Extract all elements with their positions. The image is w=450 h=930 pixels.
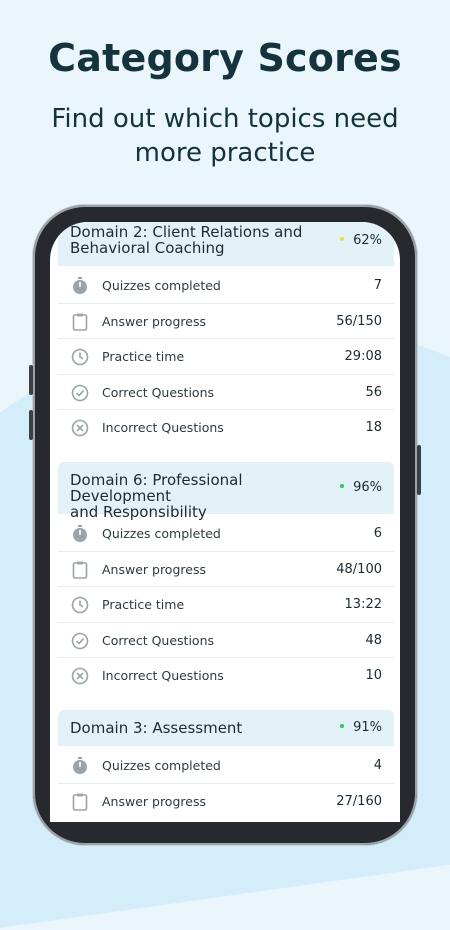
- stat-value: 56/150: [336, 313, 382, 329]
- x-circle-icon: [71, 667, 89, 685]
- phone-power-button: [417, 445, 421, 495]
- stat-row-quizzes: Quizzes completed 4: [58, 748, 394, 784]
- stat-label: Quizzes completed: [102, 526, 221, 541]
- stats-list: Quizzes completed 6 Answer progress 48/1…: [58, 514, 394, 694]
- stats-list: Quizzes completed 7 Answer progress 56/1…: [58, 266, 394, 446]
- stat-value: 27/160: [336, 793, 382, 809]
- phone-side-button: [29, 365, 33, 395]
- domain-title: Domain 2: Client Relations and Behaviora…: [70, 224, 325, 256]
- stat-label: Answer progress: [102, 313, 206, 329]
- stat-row-incorrect: Incorrect Questions 10: [58, 658, 394, 694]
- stat-value: 10: [365, 668, 382, 683]
- domain-title: Domain 6: Professional Development and R…: [70, 472, 325, 520]
- domain-score-value: 91%: [353, 720, 382, 735]
- score-indicator-dot: [340, 723, 345, 728]
- score-indicator-dot: [340, 483, 345, 488]
- stopwatch-icon: [73, 757, 87, 774]
- stat-row-time: Practice time 13:22: [58, 587, 394, 623]
- stat-row-quizzes: Quizzes completed 7: [58, 268, 394, 304]
- domain-header[interactable]: Domain 3: Assessment 91%: [58, 710, 394, 746]
- subline: Find out which topics need more practice: [20, 102, 430, 170]
- domain-header[interactable]: Domain 2: Client Relations and Behaviora…: [58, 222, 394, 266]
- domain-score: 91%: [340, 720, 382, 735]
- stat-value: 4: [373, 758, 382, 773]
- stat-label: Correct Questions: [102, 632, 215, 648]
- stat-row-progress: Answer progress 27/160: [58, 784, 394, 820]
- stat-row-correct: Correct Questions 56: [58, 375, 394, 410]
- domain-card[interactable]: Domain 6: Professional Development and R…: [58, 462, 394, 694]
- stat-label: Answer progress: [102, 793, 206, 809]
- domain-title-line: Domain 2: Client Relations and: [70, 223, 303, 241]
- domain-score-value: 62%: [353, 233, 382, 248]
- stat-row-quizzes: Quizzes completed 6: [58, 516, 394, 552]
- stat-row-progress: Answer progress 48/100: [58, 552, 394, 587]
- domain-header[interactable]: Domain 6: Professional Development and R…: [58, 462, 394, 520]
- stat-value: 48/100: [336, 561, 382, 577]
- app-screen: Domain 2: Client Relations and Behaviora…: [50, 222, 400, 822]
- clipboard-icon: [72, 313, 88, 331]
- domain-score-value: 96%: [353, 480, 382, 495]
- clipboard-icon: [72, 793, 88, 811]
- clock-icon: [71, 596, 89, 614]
- domain-title-line: and Responsibility: [70, 503, 207, 521]
- stat-label: Quizzes completed: [102, 758, 221, 773]
- domain-title-line: Behavioral Coaching: [70, 239, 225, 257]
- headline: Category Scores: [48, 36, 402, 80]
- domain-title-line: Domain 6: Professional Development: [70, 471, 243, 505]
- domain-card[interactable]: Domain 3: Assessment 91% Quizzes complet…: [58, 710, 394, 819]
- stat-label: Practice time: [102, 597, 185, 612]
- clipboard-icon: [72, 561, 88, 579]
- subline-line-2: more practice: [134, 138, 316, 168]
- stopwatch-icon: [73, 277, 87, 294]
- stat-value: 29:08: [344, 349, 382, 364]
- domain-title: Domain 3: Assessment: [70, 720, 325, 736]
- stat-value: 13:22: [344, 597, 382, 612]
- stat-value: 18: [365, 420, 382, 435]
- check-circle-icon: [71, 384, 89, 401]
- stat-label: Quizzes completed: [102, 278, 221, 293]
- stat-label: Incorrect Questions: [102, 420, 224, 435]
- stat-label: Correct Questions: [102, 384, 215, 400]
- stopwatch-icon: [73, 525, 87, 542]
- stat-value: 7: [373, 278, 382, 293]
- stat-row-time: Practice time 29:08: [58, 339, 394, 375]
- check-circle-icon: [71, 632, 89, 649]
- domain-score: 96%: [340, 480, 382, 495]
- score-indicator-dot: [340, 236, 345, 241]
- subline-line-1: Find out which topics need: [51, 104, 399, 134]
- stat-label: Answer progress: [102, 561, 206, 577]
- stat-label: Practice time: [102, 349, 185, 364]
- phone-side-button: [29, 410, 33, 440]
- stat-value: 6: [373, 526, 382, 541]
- stat-value: 56: [365, 384, 382, 400]
- clock-icon: [71, 348, 89, 366]
- stat-row-correct: Correct Questions 48: [58, 623, 394, 658]
- domain-score: 62%: [340, 233, 382, 248]
- stat-row-incorrect: Incorrect Questions 18: [58, 410, 394, 446]
- stat-value: 48: [365, 632, 382, 648]
- domain-title-line: Domain 3: Assessment: [70, 719, 243, 737]
- stats-list: Quizzes completed 4 Answer progress 27/1…: [58, 746, 394, 819]
- domain-card[interactable]: Domain 2: Client Relations and Behaviora…: [58, 222, 394, 446]
- stat-label: Incorrect Questions: [102, 668, 224, 683]
- stat-row-progress: Answer progress 56/150: [58, 304, 394, 339]
- x-circle-icon: [71, 419, 89, 437]
